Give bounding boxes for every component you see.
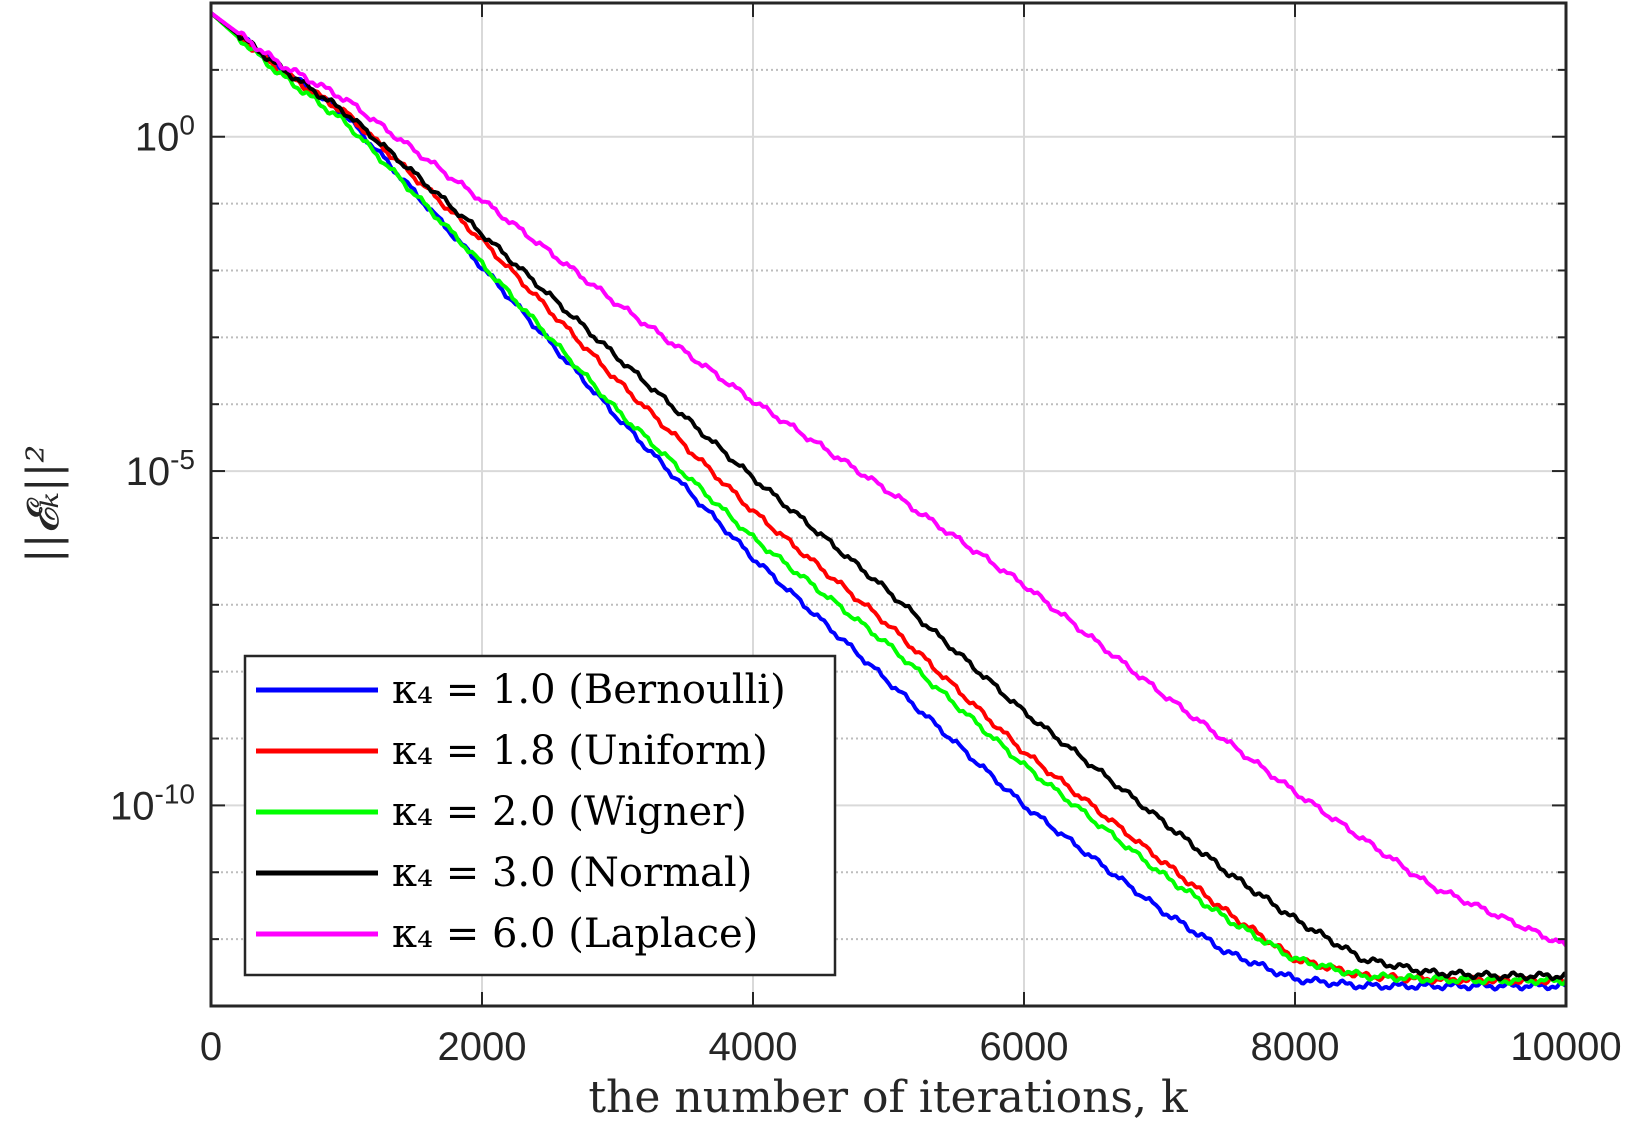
ticks xyxy=(210,3,1567,1006)
legend-label-2: κ₄ = 1.8 (Uniform) xyxy=(392,728,768,774)
y-tick-label-exponent: -10 xyxy=(155,778,195,809)
legend-label-4: κ₄ = 3.0 (Normal) xyxy=(392,850,752,896)
x-tick-label: 0 xyxy=(200,1025,222,1069)
y-tick-label-base: 10 xyxy=(126,450,171,494)
series-layer xyxy=(209,11,1568,992)
x-tick-label: 10000 xyxy=(1510,1025,1621,1069)
series-line-3 xyxy=(209,11,1568,987)
x-tick-label: 4000 xyxy=(709,1025,798,1069)
y-tick-label: 100 xyxy=(135,110,195,160)
legend: κ₄ = 1.0 (Bernoulli) κ₄ = 1.8 (Uniform) κ₄… xyxy=(243,654,837,977)
x-axis-label: the number of iterations, k xyxy=(588,1072,1188,1123)
legend-entries: κ₄ = 1.0 (Bernoulli) κ₄ = 1.8 (Uniform) κ₄… xyxy=(256,667,786,957)
x-tick-label: 6000 xyxy=(980,1025,1069,1069)
y-tick-label: 10-10 xyxy=(110,778,195,828)
y-tick-label-exponent: -5 xyxy=(170,444,195,475)
legend-label-3: κ₄ = 2.0 (Wigner) xyxy=(392,789,747,835)
legend-box xyxy=(243,654,837,977)
y-tick-label-exponent: 0 xyxy=(179,110,195,141)
plot-frame xyxy=(209,1,1568,1008)
legend-label-1: κ₄ = 1.0 (Bernoulli) xyxy=(392,667,786,713)
series-line-5 xyxy=(209,11,1568,947)
series-line-2 xyxy=(209,11,1568,986)
y-tick-label: 10-5 xyxy=(126,444,195,494)
y-tick-label-base: 10 xyxy=(135,116,180,160)
series-line-4 xyxy=(209,11,1568,982)
y-tick-label-base: 10 xyxy=(110,784,155,828)
legend-label-5: κ₄ = 6.0 (Laplace) xyxy=(392,911,758,957)
x-tick-label: 2000 xyxy=(438,1025,527,1069)
x-tick-label: 8000 xyxy=(1251,1025,1340,1069)
y-axis-label: ||𝓔ₖ||² xyxy=(18,445,69,563)
